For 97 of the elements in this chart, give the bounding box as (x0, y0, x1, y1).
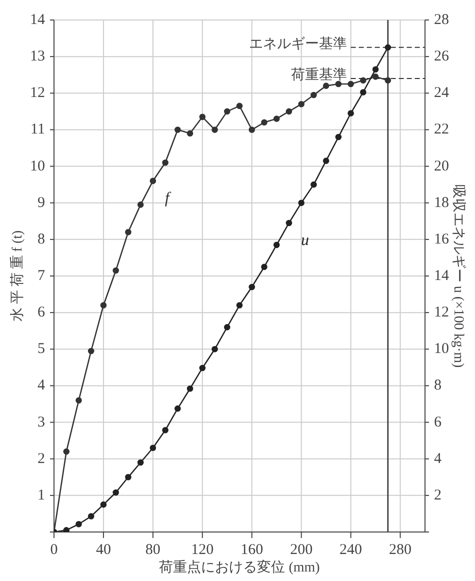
point (335, 80, 342, 88)
y-tick-label: 11 (30, 122, 45, 138)
point (100, 302, 107, 308)
point (137, 202, 144, 208)
point (372, 74, 379, 80)
point (348, 110, 354, 116)
point (162, 427, 168, 434)
y-tick-label: 14 (30, 12, 46, 28)
point (286, 220, 292, 226)
point (286, 108, 292, 115)
y-tick-label: 12 (30, 85, 45, 102)
point (384, 77, 392, 84)
point (372, 66, 379, 73)
y2-tick-label: 6 (434, 414, 442, 430)
point (88, 348, 94, 354)
y-tick-label: 8 (38, 231, 45, 248)
point (150, 178, 156, 184)
x-tick-label: 0 (50, 542, 58, 558)
y2-tick-label: 22 (434, 122, 449, 138)
x-axis-title: 荷重点における変位 (mm) (159, 560, 320, 576)
y2-tick-label: 14 (434, 268, 450, 284)
point (384, 44, 392, 51)
series-label: f (164, 190, 172, 207)
x-tick-label: 200 (290, 542, 313, 558)
point (112, 489, 119, 496)
point (273, 242, 280, 248)
y-tick-label: 10 (30, 158, 45, 174)
y2-tick-label: 26 (434, 48, 450, 65)
point (100, 501, 107, 508)
y-tick-label: 1 (38, 487, 45, 504)
point (112, 267, 119, 274)
y2-tick-label: 28 (434, 12, 449, 28)
point (310, 181, 317, 188)
point (76, 520, 82, 528)
y-tick-label: 6 (38, 304, 46, 321)
point (150, 444, 156, 452)
y2-tick-label: 18 (434, 194, 449, 211)
y2-tick-label: 16 (434, 231, 450, 248)
point (298, 200, 304, 206)
point (348, 80, 354, 88)
point (199, 364, 206, 372)
point (125, 474, 132, 480)
point (322, 158, 330, 164)
y-tick-label: 7 (38, 268, 46, 284)
y-axis-title: 水 平 荷 重 f (t) (10, 230, 26, 322)
y2-tick-label: 12 (434, 304, 449, 321)
point (125, 228, 132, 236)
x-tick-label: 40 (96, 542, 111, 558)
x-tick-label: 240 (340, 542, 362, 558)
y-tick-label: 3 (38, 414, 45, 430)
y2-tick-label: 4 (434, 450, 442, 467)
x-tick-label: 80 (145, 542, 160, 558)
point (186, 385, 194, 392)
point (360, 89, 366, 96)
point (224, 324, 230, 330)
point (174, 126, 181, 133)
point (248, 126, 256, 133)
point (88, 513, 94, 520)
point (236, 102, 243, 110)
x-tick-label: 280 (389, 542, 412, 558)
point (63, 527, 70, 532)
y2-tick-label: 20 (434, 158, 449, 174)
y-tick-label: 5 (38, 341, 45, 358)
y-tick-label: 9 (38, 194, 45, 211)
point (137, 459, 144, 466)
series-label: u (300, 232, 309, 249)
point (273, 116, 280, 122)
point (224, 108, 230, 115)
y-tick-label: 2 (38, 450, 45, 467)
point (186, 130, 194, 137)
point (248, 284, 256, 290)
point (261, 119, 268, 126)
y2-axis-title: 吸収エネルギー u (×100 kg·m) (450, 184, 466, 368)
point (162, 159, 168, 166)
point (212, 126, 218, 133)
point (322, 82, 330, 89)
ref-line-label: エネルギー基準 (248, 36, 347, 52)
point (212, 346, 218, 352)
point (310, 92, 317, 98)
y2-tick-label: 2 (434, 487, 442, 504)
point (174, 405, 181, 412)
point (76, 397, 82, 404)
point (261, 264, 268, 270)
x-tick-label: 120 (191, 542, 214, 558)
y2-tick-label: 10 (434, 341, 449, 358)
ref-line-label: 荷重基準 (290, 67, 347, 84)
y2-tick-label: 8 (434, 378, 442, 394)
y2-tick-label: 24 (434, 85, 450, 102)
point (298, 100, 304, 108)
point (236, 302, 243, 308)
x-tick-label: 160 (240, 542, 264, 558)
point (360, 77, 366, 84)
y-tick-label: 4 (38, 378, 46, 394)
y-tick-label: 13 (30, 48, 45, 65)
point (63, 448, 70, 455)
point (199, 114, 206, 120)
point (335, 134, 342, 140)
